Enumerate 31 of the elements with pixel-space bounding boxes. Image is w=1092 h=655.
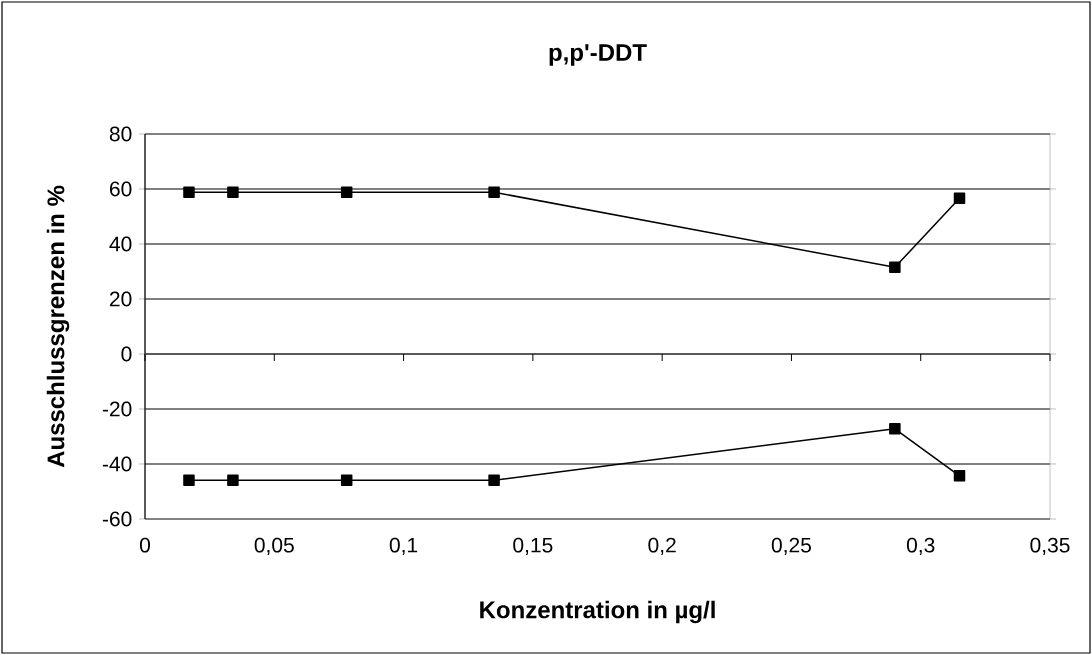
point [488, 474, 500, 486]
point [183, 186, 195, 199]
x-tick-label: 0,25 [771, 537, 811, 556]
point [227, 474, 239, 486]
point [953, 470, 966, 482]
x-axis-title: Konzentration in µg/l [480, 600, 715, 624]
y-tick-label: 60 [110, 181, 132, 197]
y-tick-label: -20 [102, 401, 132, 417]
x-tick-label: 0,15 [513, 537, 553, 556]
y-tick-label: -40 [102, 456, 132, 472]
x-tick-label: 0,05 [254, 537, 294, 556]
x-tick-label: 0,35 [1030, 537, 1070, 556]
y-tick-label: 40 [109, 236, 132, 252]
x-tick-label: 0,2 [648, 537, 676, 556]
point [340, 474, 353, 486]
point [889, 261, 901, 274]
x-tick-label: 0 [139, 537, 151, 553]
point [953, 192, 966, 205]
y-tick-label: 0 [121, 346, 132, 362]
y-tick-label: 80 [109, 126, 132, 142]
x-tick-label: 0,3 [906, 537, 935, 556]
y-tick-label: 20 [109, 291, 132, 307]
point [340, 186, 353, 199]
y-tick-label: -60 [102, 511, 132, 527]
point [488, 186, 500, 199]
point [227, 186, 239, 199]
point [183, 474, 195, 486]
x-tick-label: 0,1 [389, 537, 418, 556]
point [889, 423, 901, 435]
y-axis-title: Ausschlussgrenzen in % [46, 185, 70, 468]
chart-title: p,p'-DDT [549, 44, 647, 66]
